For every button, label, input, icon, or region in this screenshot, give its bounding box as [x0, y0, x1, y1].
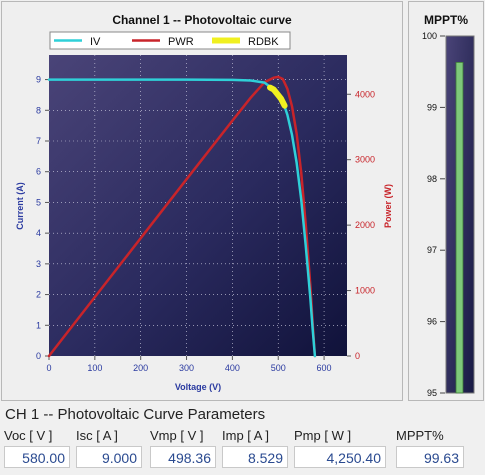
pv-curve-chart: Channel 1 -- Photovoltaic curve IV PWR RDB…	[15, 13, 393, 392]
param-pmp: Pmp [ W ] 4,250.40	[294, 428, 386, 468]
y-tick-label-left: 8	[36, 105, 41, 115]
param-voc-value: 580.00	[4, 446, 70, 468]
param-voc-label: Voc [ V ]	[4, 428, 53, 443]
chart-title: Channel 1 -- Photovoltaic curve	[112, 13, 292, 27]
mppt-gauge-title: MPPT%	[424, 13, 468, 27]
y-tick-label-right: 4000	[355, 89, 375, 99]
legend-item-iv: IV	[54, 36, 101, 48]
param-vmp-value: 498.36	[150, 446, 216, 468]
series-line-pwr	[47, 75, 317, 358]
chart-legend: IV PWR RDBK	[49, 31, 291, 50]
y-axis-label-left: Current (A)	[15, 182, 25, 230]
series-line-rdbk	[267, 84, 288, 109]
mppt-tick-label: 95	[427, 388, 437, 398]
y-tick-label-left: 5	[36, 197, 41, 207]
legend-item-pwr: PWR	[132, 36, 194, 48]
x-tick-label: 300	[179, 363, 194, 373]
legend-label-iv: IV	[90, 36, 101, 48]
x-tick-label: 500	[271, 363, 286, 373]
mppt-tick-label: 98	[427, 174, 437, 184]
x-tick-label: 200	[133, 363, 148, 373]
param-imp-label: Imp [ A ]	[222, 428, 269, 443]
param-vmp: Vmp [ V ] 498.36	[150, 428, 216, 468]
mppt-gauge: MPPT% 100 99 98 97 96 95	[422, 13, 475, 398]
y-tick-label-right: 3000	[355, 155, 375, 165]
mppt-tick-label: 99	[427, 102, 437, 112]
x-tick-label: 400	[225, 363, 240, 373]
mppt-tick-label: 100	[422, 31, 437, 41]
y-tick-label-left: 2	[36, 290, 41, 300]
param-mppt: MPPT% 99.63	[396, 428, 464, 468]
legend-label-rdbk: RDBK	[248, 36, 279, 48]
mppt-gauge-panel: MPPT% 100 99 98 97 96 95	[408, 1, 484, 401]
y-tick-label-left: 7	[36, 136, 41, 146]
x-tick-label: 0	[46, 363, 51, 373]
param-vmp-label: Vmp [ V ]	[150, 428, 204, 443]
y-tick-label-right: 1000	[355, 286, 375, 296]
param-isc-value: 9.000	[76, 446, 142, 468]
y-tick-label-left: 4	[36, 228, 41, 238]
param-mppt-value: 99.63	[396, 446, 464, 468]
plot-area	[49, 55, 347, 356]
pv-curve-chart-panel: Channel 1 -- Photovoltaic curve IV PWR RDB…	[1, 1, 403, 401]
legend-label-pwr: PWR	[168, 36, 194, 48]
x-tick-label: 100	[87, 363, 102, 373]
params-title: CH 1 -- Photovoltaic Curve Parameters	[5, 406, 266, 423]
mppt-tick-label: 97	[427, 245, 437, 255]
param-pmp-label: Pmp [ W ]	[294, 428, 352, 443]
param-imp: Imp [ A ] 8.529	[222, 428, 288, 468]
param-mppt-label: MPPT%	[396, 428, 444, 443]
y-tick-label-left: 1	[36, 320, 41, 330]
param-voc: Voc [ V ] 580.00	[4, 428, 70, 468]
param-imp-value: 8.529	[222, 446, 288, 468]
param-pmp-value: 4,250.40	[294, 446, 386, 468]
x-axis-label: Voltage (V)	[175, 382, 221, 392]
legend-item-rdbk: RDBK	[212, 36, 279, 48]
mppt-gauge-bar	[455, 62, 464, 394]
y-axis-label-right: Power (W)	[383, 184, 393, 228]
param-isc: Isc [ A ] 9.000	[76, 428, 142, 468]
y-tick-label-right: 2000	[355, 220, 375, 230]
param-isc-label: Isc [ A ]	[76, 428, 118, 443]
mppt-tick-label: 96	[427, 317, 437, 327]
y-tick-label-left: 0	[36, 351, 41, 361]
y-tick-label-left: 6	[36, 167, 41, 177]
y-tick-label-left: 3	[36, 259, 41, 269]
y-tick-label-left: 9	[36, 75, 41, 85]
x-tick-label: 600	[317, 363, 332, 373]
y-tick-label-right: 0	[355, 351, 360, 361]
